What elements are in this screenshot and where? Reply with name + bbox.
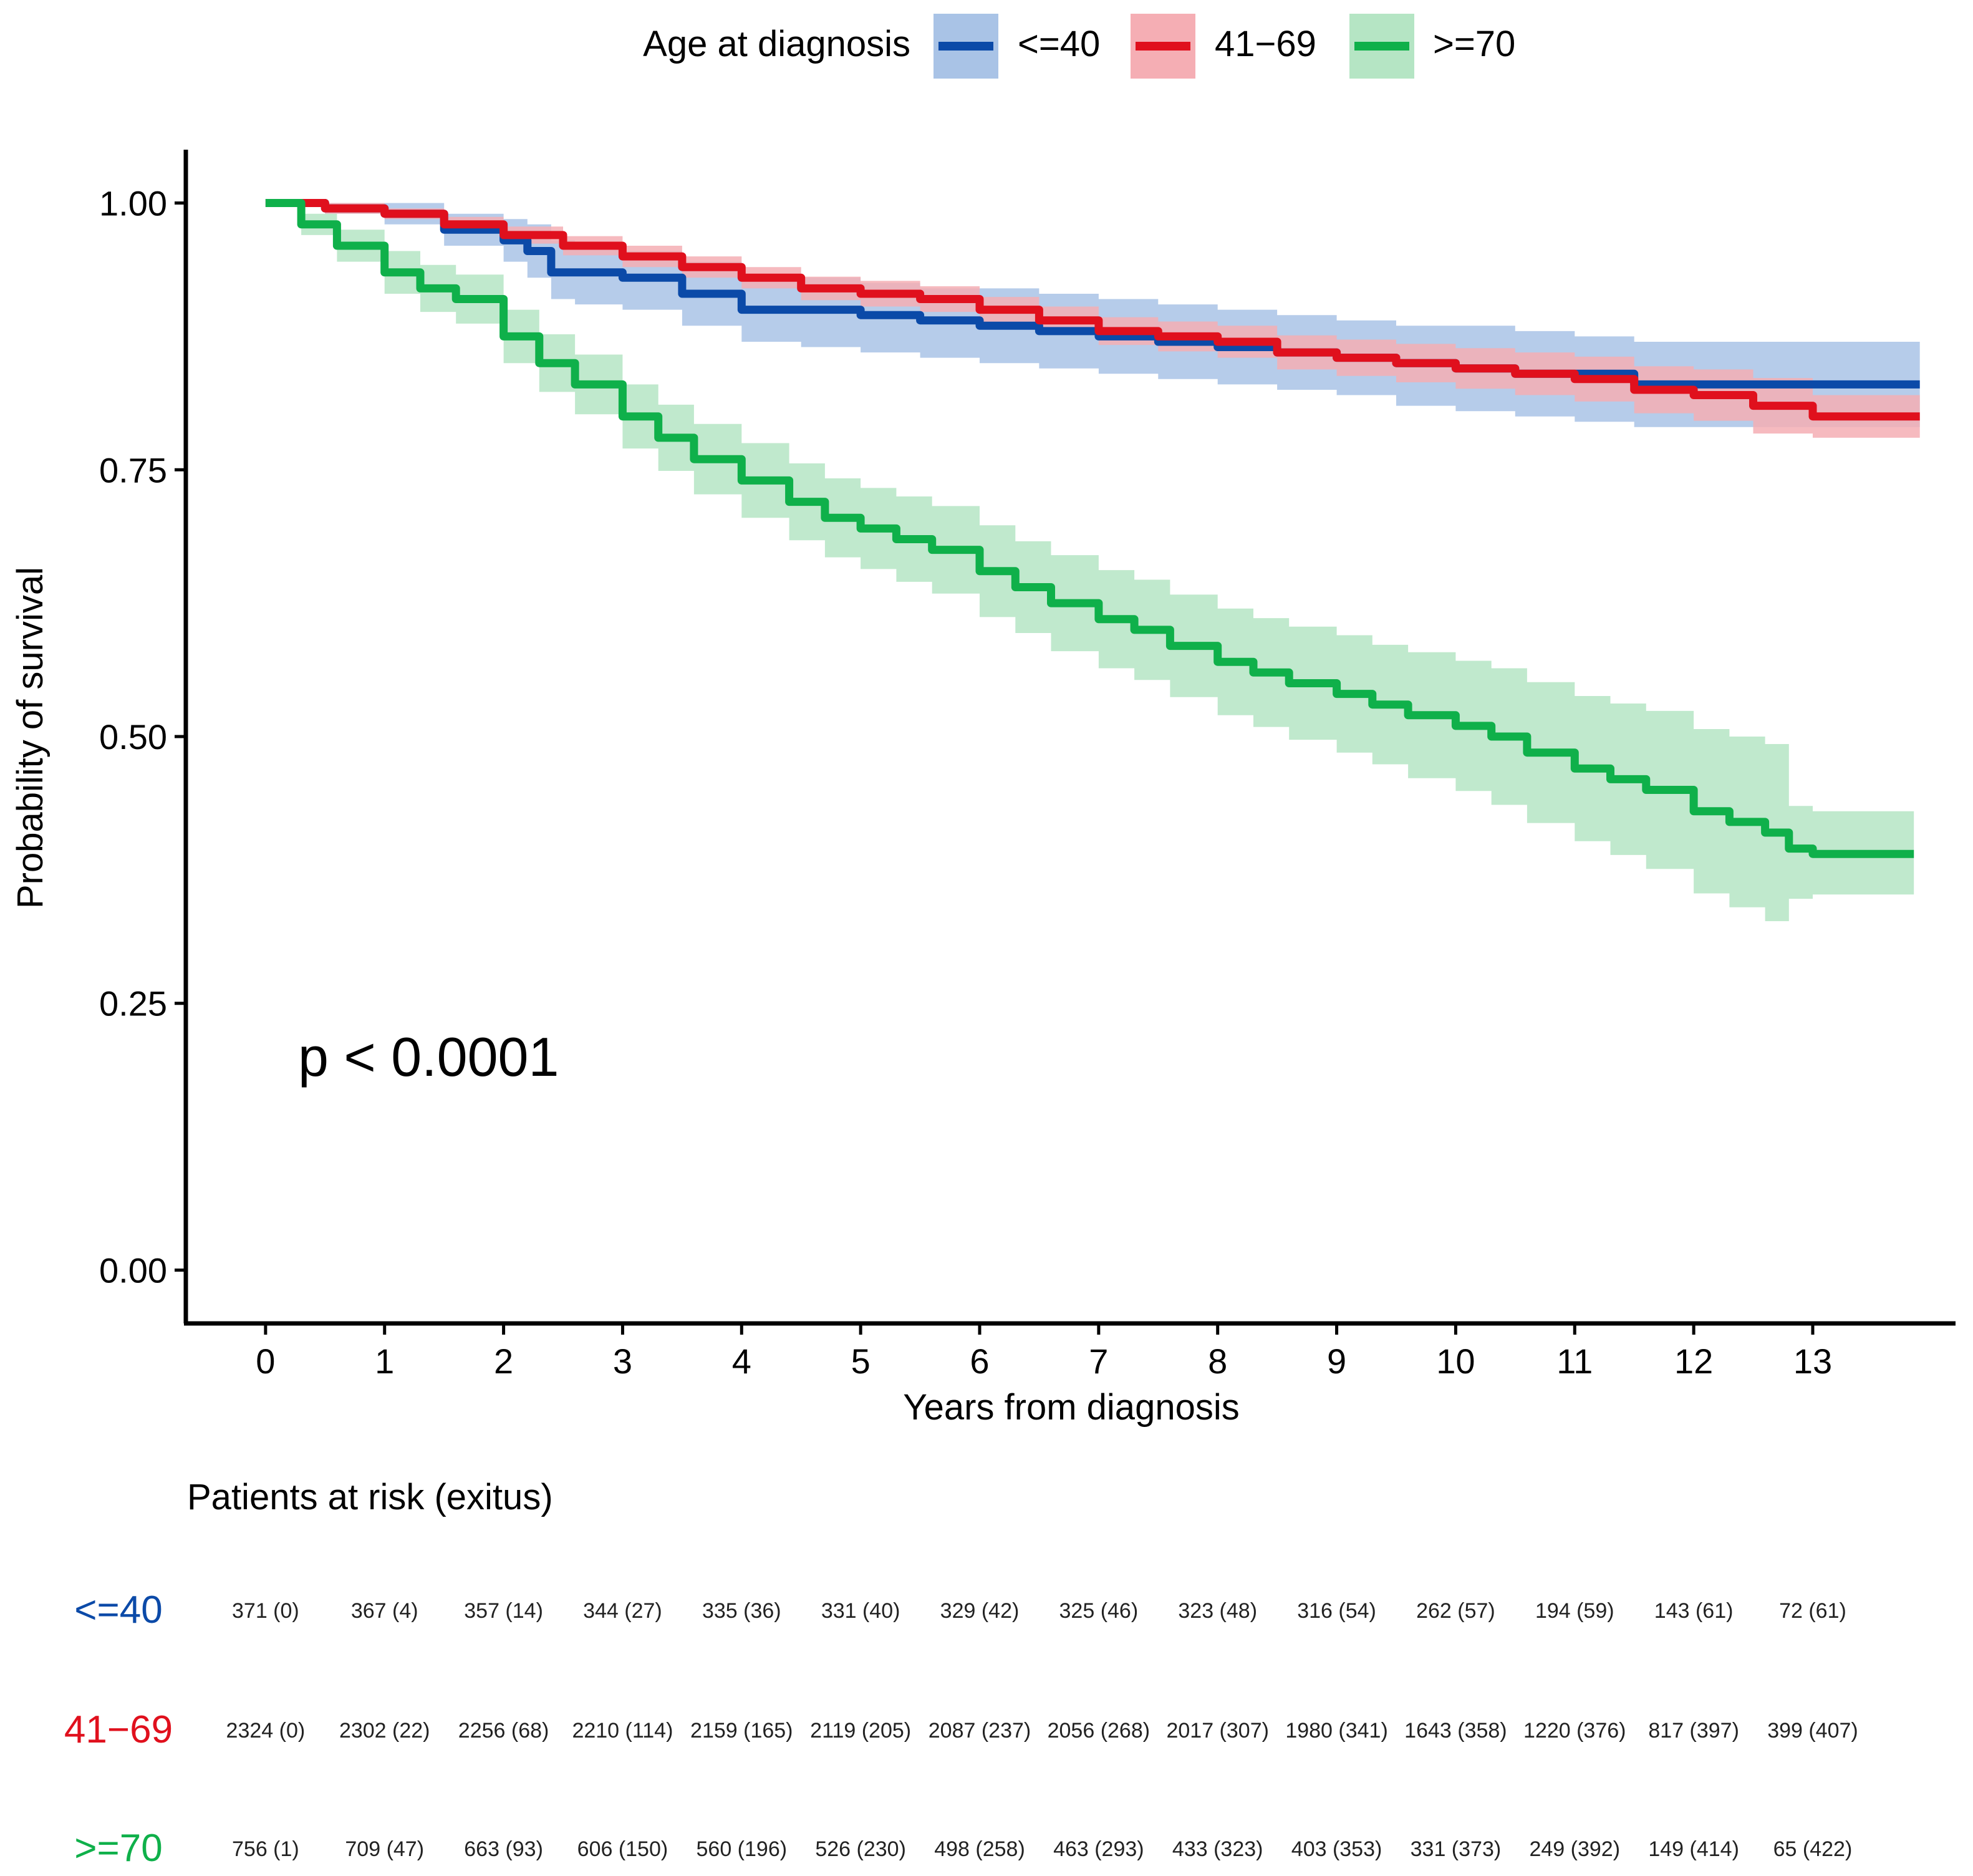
x-tick-label: 11	[1556, 1342, 1593, 1381]
risk-cell: 72 (61)	[1779, 1599, 1846, 1623]
risk-cell: 663 (93)	[464, 1837, 543, 1861]
y-tick-label: 0.25	[99, 984, 167, 1023]
x-tick-label: 6	[970, 1342, 989, 1381]
risk-cell: 2159 (165)	[690, 1719, 793, 1743]
risk-cell: 371 (0)	[232, 1599, 299, 1623]
y-ticks: 0.00 0.25 0.50 0.75 1.00	[99, 184, 186, 1290]
x-tick-label: 3	[613, 1342, 632, 1381]
risk-table: <=40 371 (0) 367 (4) 357 (14) 344 (27) 335 (3…	[64, 1588, 1858, 1870]
risk-cell: 817 (397)	[1648, 1719, 1739, 1743]
risk-cell: 2119 (205)	[810, 1719, 911, 1743]
risk-cell: 367 (4)	[351, 1599, 418, 1623]
risk-cell: 1220 (376)	[1523, 1719, 1626, 1743]
risk-cell: 143 (61)	[1654, 1599, 1734, 1623]
y-tick-label: 1.00	[99, 184, 167, 223]
x-tick-label: 12	[1674, 1342, 1713, 1381]
risk-cell: 2324 (0)	[226, 1719, 306, 1743]
x-tick-label: 0	[256, 1342, 275, 1381]
legend-label-le40: <=40	[1018, 24, 1100, 64]
risk-row-label-le40: <=40	[74, 1588, 162, 1632]
x-tick-label: 10	[1436, 1342, 1475, 1381]
risk-cell: 399 (407)	[1767, 1719, 1858, 1743]
risk-cell: 331 (40)	[821, 1599, 900, 1623]
risk-cell: 560 (196)	[697, 1837, 788, 1861]
risk-cell: 65 (422)	[1773, 1837, 1853, 1861]
x-tick-label: 7	[1089, 1342, 1108, 1381]
risk-cell: 709 (47)	[345, 1837, 424, 1861]
risk-cell: 344 (27)	[583, 1599, 662, 1623]
survival-curves	[265, 199, 1920, 858]
risk-cell: 249 (392)	[1529, 1837, 1620, 1861]
risk-cell: 2302 (22)	[339, 1719, 430, 1743]
risk-cell: 498 (258)	[934, 1837, 1025, 1861]
risk-cell: 329 (42)	[940, 1599, 1020, 1623]
risk-cell: 335 (36)	[702, 1599, 781, 1623]
risk-cell: 149 (414)	[1648, 1837, 1739, 1861]
survival-curve-41-69	[265, 199, 1920, 421]
x-tick-label: 9	[1327, 1342, 1346, 1381]
confidence-bands	[265, 203, 1920, 921]
ci-band-ge70	[265, 203, 1914, 921]
risk-cell: 323 (48)	[1178, 1599, 1257, 1623]
x-axis-label: Years from diagnosis	[903, 1387, 1239, 1428]
x-tick-label: 1	[375, 1342, 394, 1381]
risk-cell: 2056 (268)	[1048, 1719, 1150, 1743]
risk-cell: 2017 (307)	[1166, 1719, 1268, 1743]
risk-cell: 325 (46)	[1059, 1599, 1139, 1623]
risk-cell: 526 (230)	[815, 1837, 906, 1861]
y-tick-label: 0.50	[99, 717, 167, 757]
x-tick-label: 2	[494, 1342, 513, 1381]
risk-cell: 606 (150)	[577, 1837, 668, 1861]
x-tick-label: 8	[1208, 1342, 1227, 1381]
p-value-annotation: p < 0.0001	[298, 1026, 559, 1088]
risk-cell: 2087 (237)	[929, 1719, 1031, 1743]
legend-title: Age at diagnosis	[643, 24, 910, 64]
risk-table-title: Patients at risk (exitus)	[187, 1477, 553, 1517]
survival-curve-ge70	[265, 199, 1914, 858]
legend-label-41-69: 41−69	[1215, 24, 1316, 64]
y-tick-label: 0.00	[99, 1250, 167, 1290]
x-tick-label: 13	[1793, 1342, 1832, 1381]
risk-cell: 463 (293)	[1053, 1837, 1144, 1861]
risk-cell: 433 (323)	[1172, 1837, 1263, 1861]
risk-cell: 316 (54)	[1297, 1599, 1376, 1623]
risk-cell: 331 (373)	[1411, 1837, 1502, 1861]
risk-cell: 357 (14)	[464, 1599, 543, 1623]
x-tick-label: 5	[851, 1342, 871, 1381]
x-ticks: 0 1 2 3 4 5 6 7 8 9 10 11 12 13	[256, 1323, 1832, 1381]
risk-cell: 403 (353)	[1291, 1837, 1382, 1861]
risk-cell: 2256 (68)	[458, 1719, 549, 1743]
x-tick-label: 4	[732, 1342, 751, 1381]
risk-cell: 262 (57)	[1416, 1599, 1495, 1623]
risk-cell: 2210 (114)	[572, 1719, 673, 1743]
risk-row-label-41-69: 41−69	[64, 1708, 173, 1751]
risk-cell: 194 (59)	[1535, 1599, 1614, 1623]
risk-row-label-ge70: >=70	[74, 1827, 162, 1870]
y-tick-label: 0.75	[99, 450, 167, 490]
risk-cell: 1980 (341)	[1285, 1719, 1387, 1743]
y-axis-label: Probability of survival	[10, 567, 51, 909]
risk-cell: 1643 (358)	[1404, 1719, 1507, 1743]
risk-cell: 756 (1)	[232, 1837, 299, 1861]
legend-label-ge70: >=70	[1433, 24, 1515, 64]
legend: Age at diagnosis <=40 41−69 >=70	[643, 14, 1515, 79]
